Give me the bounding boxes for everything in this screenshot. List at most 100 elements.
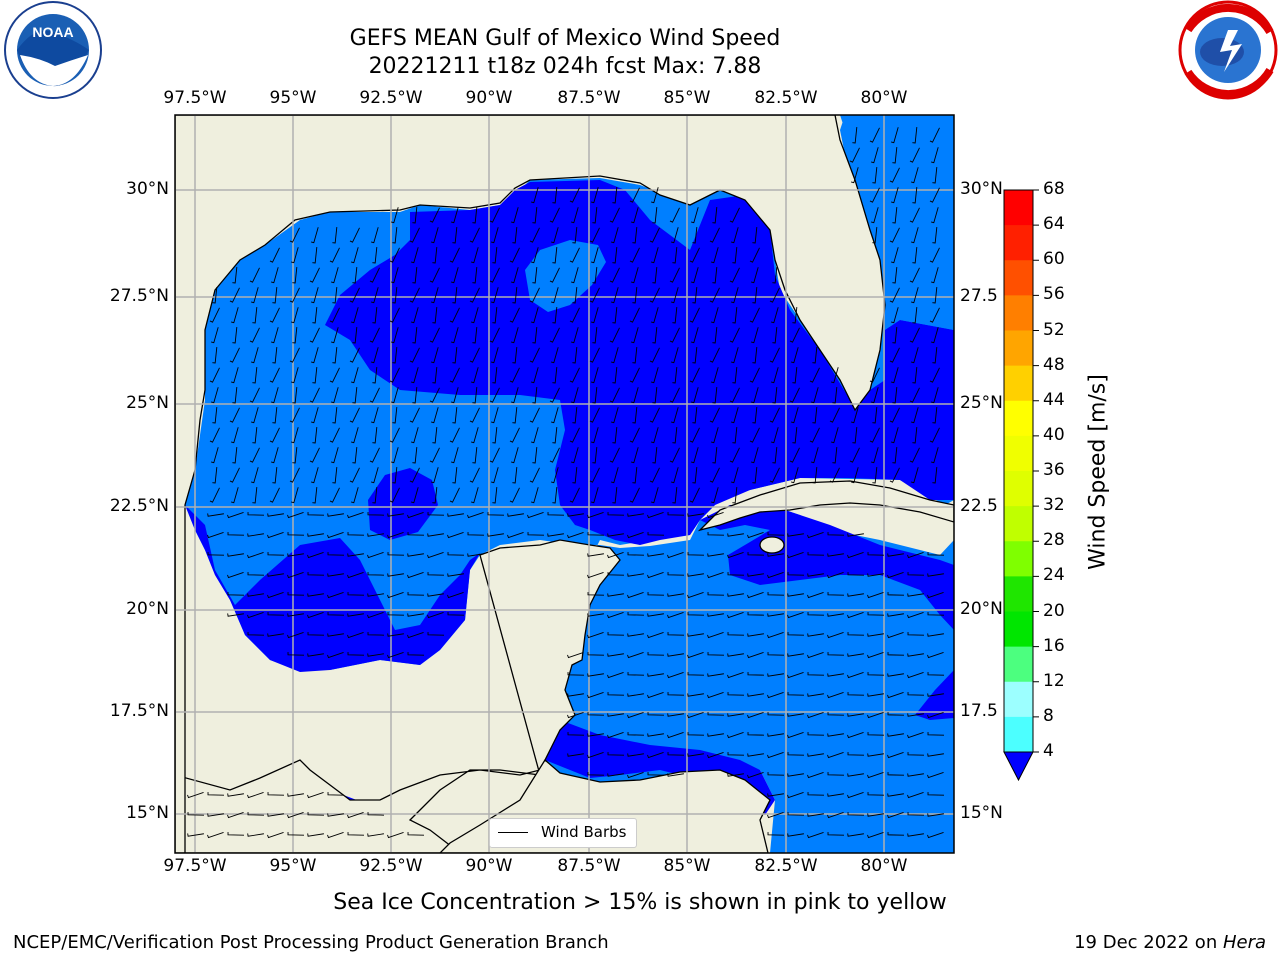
wind-barb	[407, 571, 424, 579]
wind-barb	[350, 247, 359, 264]
colorbar-bin	[1004, 330, 1033, 367]
wind-barb	[452, 286, 458, 304]
wind-barb	[730, 227, 739, 244]
wind-barb	[632, 346, 638, 364]
wind-barb	[609, 327, 620, 343]
wind-barb	[212, 466, 218, 484]
wind-barb	[510, 267, 519, 284]
wind-barb	[827, 733, 844, 737]
colorbar-bin	[1004, 646, 1033, 683]
wind-barb	[247, 833, 264, 837]
wind-barb	[889, 347, 900, 363]
wind-barb	[327, 531, 344, 539]
wind-barb	[869, 367, 880, 383]
wind-barb	[687, 693, 704, 697]
wind-barb	[247, 812, 265, 816]
wind-barb	[627, 711, 644, 719]
wind-barb	[787, 533, 804, 537]
wind-barb	[629, 487, 640, 503]
wind-barb	[712, 266, 718, 284]
wind-barb	[729, 387, 740, 403]
wind-barb	[489, 327, 500, 343]
wind-barb	[292, 446, 298, 464]
wind-barb	[767, 733, 784, 737]
wind-barb	[432, 426, 438, 444]
wind-barb	[347, 832, 365, 836]
wind-barb	[530, 247, 539, 264]
lon-label-bottom: 85°W	[663, 856, 711, 876]
wind-barb	[927, 732, 945, 736]
wind-barb	[787, 611, 804, 619]
wind-barb	[327, 591, 344, 599]
wind-barb	[689, 367, 700, 383]
wind-barb	[727, 593, 744, 597]
wind-barb	[267, 633, 284, 637]
wind-barb	[667, 632, 685, 636]
wind-barb	[347, 631, 364, 639]
footer-host: Hera	[1222, 932, 1266, 953]
wind-barb	[827, 811, 844, 819]
wind-barb	[869, 427, 880, 443]
wind-barb	[592, 266, 598, 284]
wind-barb	[727, 632, 745, 636]
wind-barb	[512, 286, 518, 304]
wind-barb	[707, 631, 724, 639]
wind-barb	[632, 406, 638, 424]
lon-label-top: 80°W	[860, 88, 908, 108]
wind-barb	[712, 446, 718, 464]
yucatan-land	[175, 539, 621, 853]
wind-barb	[569, 367, 580, 383]
wind-barb	[632, 226, 638, 244]
wind-barb	[810, 387, 819, 404]
wind-barb	[827, 652, 845, 656]
wind-barb	[269, 307, 280, 323]
wind-barb	[287, 571, 304, 579]
map-title: GEFS MEAN Gulf of Mexico Wind Speed	[349, 26, 781, 51]
wind-barb	[587, 712, 605, 716]
wind-barb	[827, 553, 844, 557]
wind-barb	[490, 287, 499, 304]
wind-barb	[609, 387, 620, 403]
caribbean-low-west	[545, 720, 775, 815]
wind-barb	[727, 611, 744, 619]
wind-barb	[930, 267, 939, 284]
wind-barb	[409, 467, 420, 483]
wind-barb	[509, 427, 520, 443]
wind-barb	[387, 573, 404, 577]
colorbar-tick-label: 32	[1043, 495, 1065, 516]
wind-barb	[289, 227, 300, 243]
wind-barb	[349, 467, 360, 483]
wind-barb	[910, 347, 919, 364]
wind-barb	[369, 447, 380, 463]
wind-barb	[767, 751, 784, 759]
colorbar-tick-label: 48	[1043, 354, 1065, 375]
caribbean-low-north	[700, 505, 954, 630]
wind-barb	[730, 467, 739, 484]
wind-barb	[907, 752, 925, 756]
wind-barb	[849, 447, 860, 463]
colorbar-tick-label: 52	[1043, 319, 1065, 340]
wind-barb	[529, 227, 540, 243]
wind-barb	[632, 286, 638, 304]
wind-barb	[587, 553, 604, 557]
wind-barb	[327, 633, 344, 637]
wind-barb	[449, 487, 460, 503]
wind-barb	[409, 227, 420, 243]
wind-barb	[692, 286, 698, 304]
wind-barb	[612, 186, 618, 204]
wind-barb	[872, 166, 878, 184]
wind-barb	[767, 553, 784, 557]
wind-barb	[927, 573, 944, 577]
wind-barb	[887, 751, 904, 759]
wind-barb	[212, 286, 218, 304]
mexico-land	[175, 115, 886, 853]
wind-barb	[687, 552, 705, 556]
wind-barb	[570, 327, 579, 344]
wind-barb	[229, 467, 240, 483]
wind-barb	[767, 592, 785, 596]
wind-barb	[609, 447, 620, 463]
wind-barb	[270, 387, 279, 404]
wind-barb	[270, 447, 279, 464]
grid	[175, 115, 954, 853]
wind-barb	[452, 466, 458, 484]
